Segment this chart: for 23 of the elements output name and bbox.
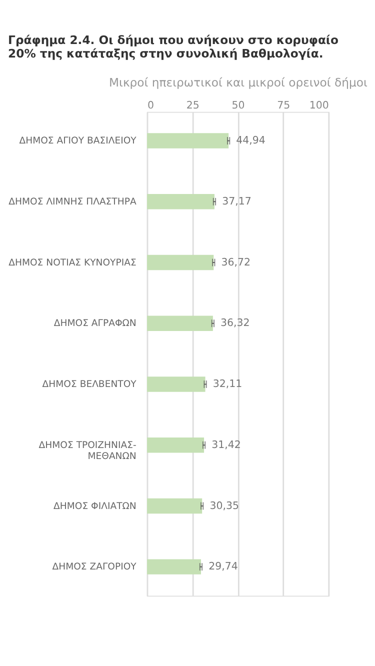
y-tick-label: ΔΗΜΟΣ ΑΓΙΟΥ ΒΑΣΙΛΕΙΟΥ xyxy=(19,136,137,147)
x-tick-label: 0 xyxy=(147,100,154,112)
data-label: 29,74 xyxy=(208,562,238,573)
y-tick-label: ΔΗΜΟΣ ΑΓΡΑΦΩΝ xyxy=(54,318,136,330)
data-label: 32,11 xyxy=(212,379,242,390)
data-label: 36,72 xyxy=(221,257,251,268)
x-tick-label: 100 xyxy=(309,100,329,112)
x-tick-label: 75 xyxy=(277,100,290,112)
y-tick-label: ΔΗΜΟΣ ΤΡΟΙΖΗΝΙΑΣ-ΜΕΘΑΝΩΝ xyxy=(38,440,136,462)
data-label: 31,42 xyxy=(212,440,241,451)
data-label: 37,17 xyxy=(222,196,252,208)
y-tick-label: ΔΗΜΟΣ ΖΑΓΟΡΙΟΥ xyxy=(52,562,137,573)
data-label: 44,94 xyxy=(236,136,266,147)
data-label: 36,32 xyxy=(220,318,250,330)
chart-title: Γράφημα 2.4. Οι δήμοι που ανήκουν στο κορυφαίο 20% της κατάταξης στην συνολική Βαθμολογία. xyxy=(8,32,338,60)
y-tick-label: ΔΗΜΟΣ ΝΟΤΙΑΣ ΚΥΝΟΥΡΙΑΣ xyxy=(8,257,136,268)
x-tick-label: 50 xyxy=(232,100,245,112)
chart-subtitle: Μικροί ηπειρωτικοί και μικροί ορεινοί δήμοι xyxy=(108,75,368,90)
y-tick-label: ΔΗΜΟΣ ΦΙΛΙΑΤΩΝ xyxy=(54,500,136,512)
y-tick-label: ΔΗΜΟΣ ΒΕΛΒΕΝΤΟΥ xyxy=(42,379,137,390)
x-tick-label: 25 xyxy=(186,100,200,112)
data-label: 30,35 xyxy=(210,500,239,512)
y-tick-label: ΔΗΜΟΣ ΛΙΜΝΗΣ ΠΛΑΣΤΗΡΑ xyxy=(8,196,137,208)
